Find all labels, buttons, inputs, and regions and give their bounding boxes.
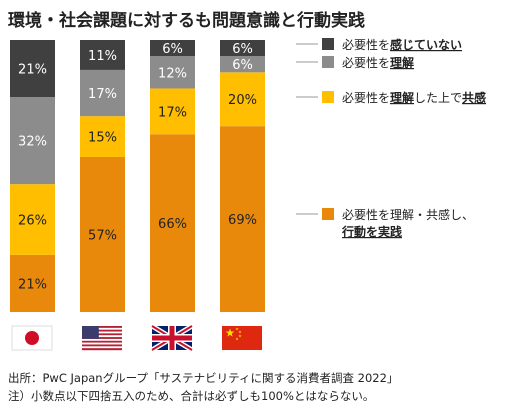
flag-cn-icon bbox=[222, 326, 262, 350]
legend-text-line2: 行動を実践 bbox=[341, 224, 402, 239]
flag-us-stripe bbox=[82, 338, 122, 341]
chart-title: 環境・社会課題に対するも問題意識と行動実践 bbox=[8, 11, 365, 31]
legend-text-emph: 理解 bbox=[390, 55, 414, 70]
rounding-note: 注）小数点以下四捨五入のため、合計は必ずしも100%とはならない。 bbox=[8, 389, 375, 403]
data-label-2-1: 17% bbox=[158, 105, 187, 120]
bar-segment-2-3 bbox=[150, 40, 195, 57]
flag-cn-star-small bbox=[238, 330, 242, 334]
bar-segment-3-1 bbox=[220, 72, 265, 127]
data-label-1-3: 11% bbox=[88, 49, 117, 64]
data-label-0-0: 21% bbox=[18, 277, 47, 292]
legend-text-plain: 必要性を bbox=[342, 56, 390, 70]
data-label-3-1: 20% bbox=[228, 93, 257, 108]
legend-text-emph2: 共感 bbox=[462, 90, 486, 105]
data-label-0-1: 26% bbox=[18, 214, 47, 229]
data-label-1-0: 57% bbox=[88, 228, 117, 243]
flag-us-stripe bbox=[82, 344, 122, 347]
flag-gb-red-h bbox=[152, 335, 192, 341]
legend-swatch-2 bbox=[322, 91, 334, 103]
data-label-3-2: 6% bbox=[232, 58, 253, 73]
bar-segment-3-3 bbox=[220, 40, 265, 57]
legend-swatch-1 bbox=[322, 56, 334, 68]
flag-us-stripe bbox=[82, 333, 122, 336]
flag-us-icon bbox=[82, 326, 122, 351]
legend-swatch-3 bbox=[322, 208, 334, 220]
data-label-2-3: 6% bbox=[162, 42, 183, 57]
flag-jp-disc bbox=[25, 331, 39, 345]
bar-segment-2-2 bbox=[150, 56, 195, 89]
bar-segment-1-0 bbox=[80, 156, 125, 312]
flag-us-canton bbox=[82, 326, 99, 339]
flag-cn-star-large bbox=[225, 328, 235, 337]
bar-segment-3-0 bbox=[220, 126, 265, 312]
data-label-3-3: 6% bbox=[232, 42, 253, 57]
bar-segment-3-2 bbox=[220, 56, 265, 73]
legend-text-0: 必要性を感じていない bbox=[342, 37, 462, 52]
legend-text-3: 必要性を理解・共感し、 bbox=[342, 207, 474, 222]
flag-us-stripe bbox=[82, 337, 122, 340]
flag-gb-icon bbox=[150, 323, 194, 353]
legend-text-emph: 感じていない bbox=[390, 37, 462, 52]
flag-cn-star-small bbox=[235, 327, 239, 331]
flag-cn-star-small bbox=[238, 334, 242, 338]
bar-segment-0-2 bbox=[10, 97, 55, 185]
legend-text-2: 必要性を理解した上で共感 bbox=[342, 90, 486, 105]
source-note: 出所：PwC Japanグループ「サステナビリティに関する消費者調査 2022」 bbox=[8, 371, 399, 385]
legend-text-plain: 必要性を bbox=[342, 38, 390, 52]
flag-us-stripe bbox=[82, 327, 122, 330]
bar-segment-1-1 bbox=[80, 116, 125, 157]
legend-text-plain: 必要性を理解・共感し、 bbox=[342, 207, 474, 222]
legend-text-emph: 理解 bbox=[390, 90, 414, 105]
bar-segment-2-0 bbox=[150, 134, 195, 312]
flag-jp-icon bbox=[11, 325, 53, 351]
data-label-1-2: 17% bbox=[88, 87, 117, 102]
flag-us-stripe bbox=[82, 342, 122, 345]
data-label-2-0: 66% bbox=[158, 217, 187, 232]
flag-us-stripe bbox=[82, 340, 122, 343]
data-label-0-3: 21% bbox=[18, 63, 47, 78]
data-label-0-2: 32% bbox=[18, 135, 47, 150]
bar-segment-2-1 bbox=[150, 88, 195, 135]
flag-cn-field bbox=[222, 326, 262, 350]
flag-us-stripe bbox=[82, 329, 122, 332]
bar-segment-1-3 bbox=[80, 40, 125, 70]
flag-us-stripe bbox=[82, 331, 122, 334]
legend-text-1: 必要性を理解 bbox=[342, 55, 414, 70]
bar-segment-0-1 bbox=[10, 184, 55, 255]
flag-us-stripe bbox=[82, 346, 122, 349]
legend-text-plain: 必要性を bbox=[342, 91, 390, 105]
bar-segment-0-0 bbox=[10, 254, 55, 312]
flag-us-stripe bbox=[82, 335, 122, 338]
data-label-3-0: 69% bbox=[228, 213, 257, 228]
legend-swatch-0 bbox=[322, 38, 334, 50]
flag-cn-star-small bbox=[235, 337, 239, 341]
data-label-1-1: 15% bbox=[88, 131, 117, 146]
legend-text-tail: した上で bbox=[414, 91, 462, 105]
bar-segment-0-3 bbox=[10, 40, 55, 98]
flag-us-stripe bbox=[82, 326, 122, 329]
flag-us-stripe bbox=[82, 348, 122, 351]
data-label-2-2: 12% bbox=[158, 66, 187, 81]
bar-segment-1-2 bbox=[80, 69, 125, 117]
